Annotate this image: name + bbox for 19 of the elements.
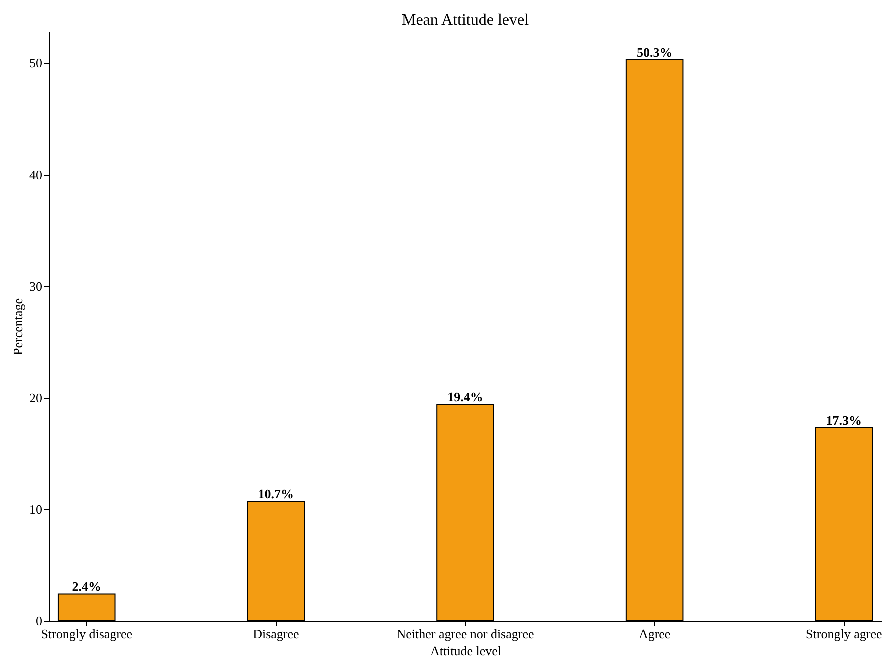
data-label: 19.4%: [448, 390, 484, 405]
y-tick-label: 0: [36, 614, 42, 628]
chart-title: Mean Attitude level: [402, 12, 530, 29]
y-tick-label: 40: [30, 167, 42, 182]
x-tick-label: Strongly disagree: [41, 626, 133, 642]
y-tick-label: 50: [30, 56, 42, 71]
x-tick-label: Neither agree nor disagree: [396, 626, 534, 642]
y-tick-label: 10: [30, 502, 42, 517]
data-label: 2.4%: [72, 579, 102, 594]
y-axis-title: Percentage: [10, 298, 26, 356]
x-axis-title: Attitude level: [430, 644, 502, 658]
y-tick-label: 20: [30, 390, 42, 406]
x-tick-label: Disagree: [253, 626, 300, 642]
x-tick-label: Strongly agree: [806, 626, 882, 642]
data-label: 17.3%: [826, 413, 862, 428]
data-label: 10.7%: [258, 486, 294, 502]
y-tick-label: 30: [30, 278, 42, 294]
x-tick-label: Agree: [638, 626, 671, 642]
data-label: 50.3%: [636, 44, 673, 60]
